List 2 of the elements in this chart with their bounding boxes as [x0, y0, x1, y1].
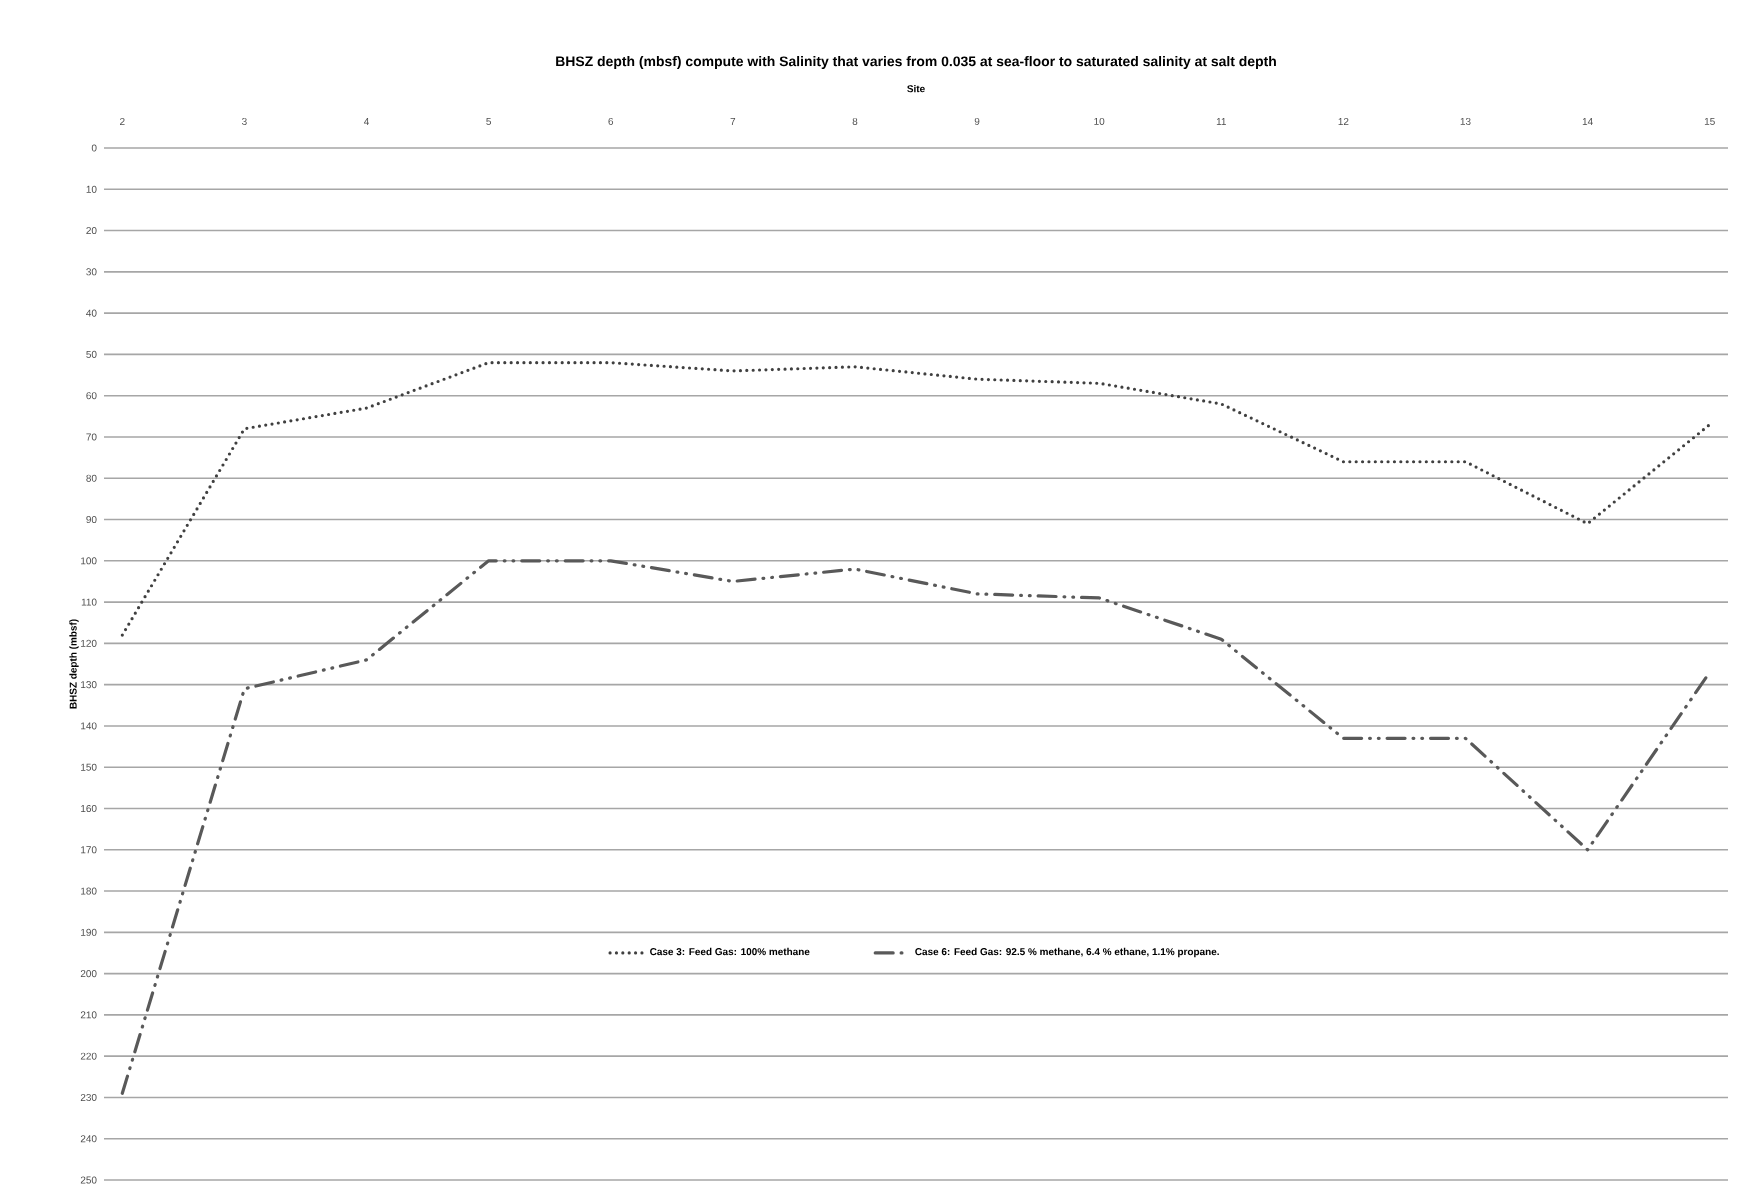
line-series: [120, 559, 1712, 1095]
line-series: [120, 361, 1712, 637]
